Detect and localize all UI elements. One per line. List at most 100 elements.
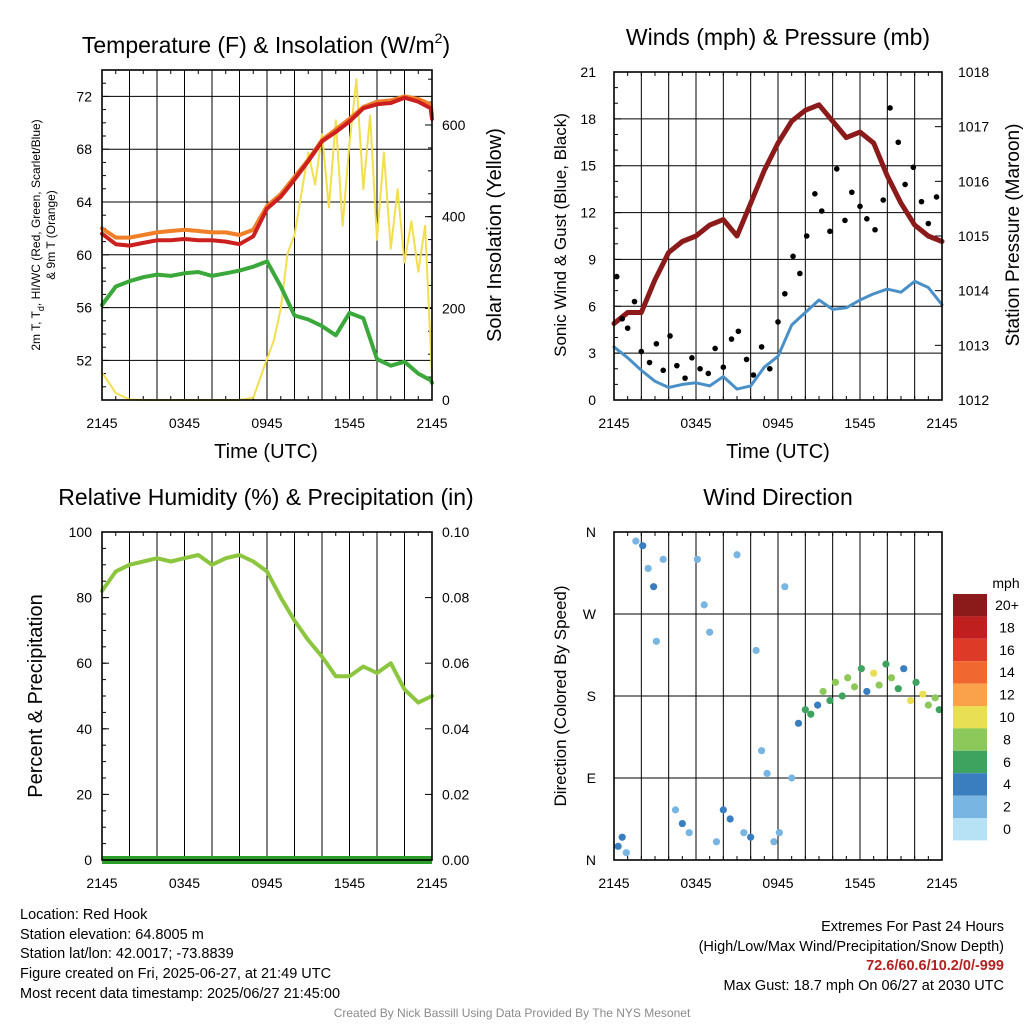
direction-point [844,674,852,682]
legend-label: 4 [1003,776,1011,792]
direction-point [900,665,908,673]
direction-point [712,838,721,846]
direction-point [875,681,883,689]
direction-point [801,706,809,714]
y-tick-label-right: 1017 [958,119,989,135]
legend-label: 16 [999,642,1015,658]
gust-point [887,105,893,111]
y-tick-label-right: 1014 [958,283,989,299]
direction-point [632,537,640,545]
direction-ylabel-left: Direction (Colored By Speed) [551,585,570,806]
winds-xlabel: Time (UTC) [726,441,830,463]
x-tick-label: 2145 [598,415,629,431]
y-tick-label-right: 0.08 [442,590,469,606]
temperature-panel-title: Temperature (F) & Insolation (W/m2) [82,30,450,58]
plot-border [613,531,943,861]
dewpoint-line [100,259,434,385]
plot-border [101,69,433,401]
legend-swatch [953,594,987,617]
2m-temperature-line [100,95,434,248]
direction-point [935,706,943,714]
x-tick-label: 0945 [251,875,282,891]
direction-point [863,687,871,696]
direction-point [671,806,680,814]
gust-point [653,340,660,347]
x-tick-label: 0345 [680,875,711,891]
y-tick-label: 20 [76,786,92,802]
direction-point [887,674,896,682]
y-tick-label: 15 [580,158,596,174]
y-tick-label: 56 [76,300,92,316]
legend-label: 14 [999,664,1015,680]
direction-point [819,687,827,696]
legend-swatch [953,638,987,662]
gust-point [842,217,848,224]
relative-humidity-line [100,553,434,705]
y-tick-label-right: 200 [442,300,466,316]
x-tick-label: 2145 [416,875,447,891]
gust-point [910,164,917,171]
plot-border [101,531,433,861]
gust-point [743,356,750,363]
y-tick-label-right: 1015 [958,228,989,244]
legend-swatch [953,616,987,639]
gust-point [767,365,773,372]
y-tick-label-right: 0.06 [442,655,469,671]
y-tick-label: 6 [588,298,596,314]
y-tick-label: 21 [580,64,596,80]
gust-point [613,273,620,280]
direction-point [931,694,939,702]
sustained-wind-line [612,279,944,391]
gust-point [933,194,940,200]
y-tick-label: 3 [588,345,596,361]
x-tick-label: 1545 [334,415,365,431]
direction-point [882,660,890,668]
legend-swatch [953,728,987,751]
gust-point [790,253,796,260]
gust-point [697,365,703,372]
x-tick-label: 0945 [251,415,282,431]
max-gust-text: Max Gust: 18.7 mph On 06/27 at 2030 UTC [723,978,1004,995]
x-tick-label: 1545 [844,415,875,431]
humidity-ylabel-left: Percent & Precipitation [25,594,47,797]
direction-point [733,551,741,559]
legend-label: 10 [999,709,1015,725]
direction-point [763,769,771,778]
direction-tick-label: N [586,852,596,868]
gust-point [803,233,810,239]
y-tick-label-right: 0.10 [442,524,469,540]
direction-point [752,646,760,655]
extremes-title: Extremes For Past 24 Hours [821,919,1004,935]
temperature-ylabel-left-2: & 9m T (Orange) [44,190,58,280]
y-tick-label-right: 1016 [958,173,989,189]
direction-point [652,637,660,645]
direction-point [740,829,748,837]
gust-point [797,270,803,277]
direction-point [775,829,783,837]
gust-point [667,333,673,339]
direction-point [870,669,878,677]
direction-point [614,842,622,850]
y-tick-label: 40 [76,721,92,737]
y-tick-label-right: 1012 [958,392,989,408]
created-text: Figure created on Fri, 2025-06-27, at 21… [20,966,332,983]
y-tick-label-right: 0.00 [442,852,469,868]
gust-point [857,203,863,210]
direction-point [814,701,822,709]
direction-point [719,806,727,814]
gust-point [864,216,870,222]
temperature-xlabel: Time (UTC) [214,441,318,463]
legend-swatch [953,750,987,774]
y-tick-label: 18 [580,111,596,127]
direction-point [838,692,846,700]
direction-tick-label: N [586,524,596,540]
gust-point [646,359,653,366]
direction-tick-label: S [587,688,596,704]
y-tick-label-right: 0 [442,392,450,408]
direction-point [906,696,915,705]
gust-point [895,139,902,146]
x-tick-label: 1545 [844,875,875,891]
y-tick-label: 68 [76,141,92,157]
direction-point [788,774,796,782]
x-tick-label: 2145 [926,875,957,891]
